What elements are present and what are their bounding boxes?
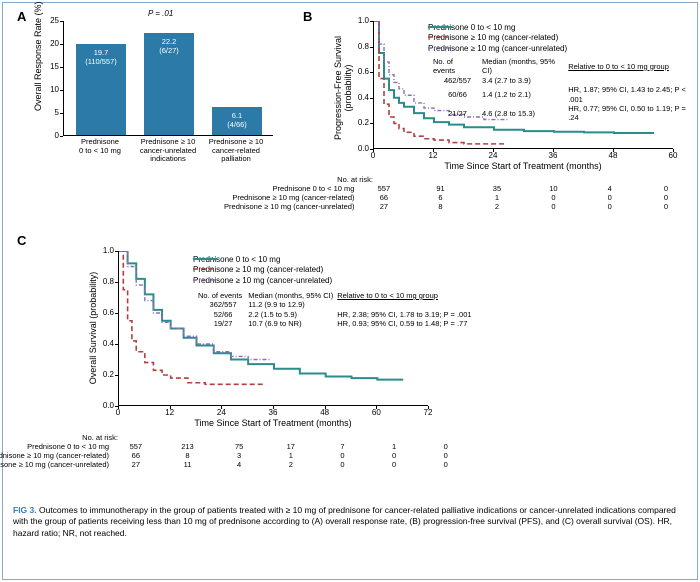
caption-label: FIG 3. [13, 505, 37, 515]
panel-b-xlabel: Time Since Start of Treatment (months) [373, 161, 673, 171]
bar-0: 19.7(110/557) [76, 44, 126, 135]
caption-text: Outcomes to immunotherapy in the group o… [13, 505, 676, 538]
bar-cat-1: Prednisone ≥ 10cancer-unrelatedindicatio… [135, 138, 201, 164]
panel-a-chart: 19.7(110/557) 22.2(6/27) 6.1(4/66) [63, 21, 273, 136]
panel-c-label: C [17, 233, 26, 248]
legend-row-0: Prednisone 0 to < 10 mg [193, 255, 332, 265]
bar-2: 6.1(4/66) [212, 107, 262, 135]
panel-a-pvalue: P = .01 [148, 9, 173, 18]
legend-row-2: Prednisone ≥ 10 mg (cancer-unrelated) [428, 44, 567, 54]
bar-1: 22.2(6/27) [144, 33, 194, 135]
panel-c-xlabel: Time Since Start of Treatment (months) [118, 418, 428, 428]
panel-a-ylabel: Overall Response Rate (%) [33, 41, 43, 111]
legend-row-1: Prednisone ≥ 10 mg (cancer-related) [193, 265, 332, 275]
figure-caption: FIG 3. Outcomes to immunotherapy in the … [3, 501, 697, 543]
panel-b-label: B [303, 9, 312, 24]
legend-row-1: Prednisone ≥ 10 mg (cancer-related) [428, 33, 567, 43]
legend-row-2: Prednisone ≥ 10 mg (cancer-unrelated) [193, 276, 332, 286]
panel-a-label: A [17, 9, 26, 24]
bar-cat-0: Prednisone0 to < 10 mg [67, 138, 133, 155]
bar-cat-2: Prednisone ≥ 10cancer-relatedpalliation [203, 138, 269, 164]
legend-row-0: Prednisone 0 to < 10 mg [428, 23, 567, 33]
